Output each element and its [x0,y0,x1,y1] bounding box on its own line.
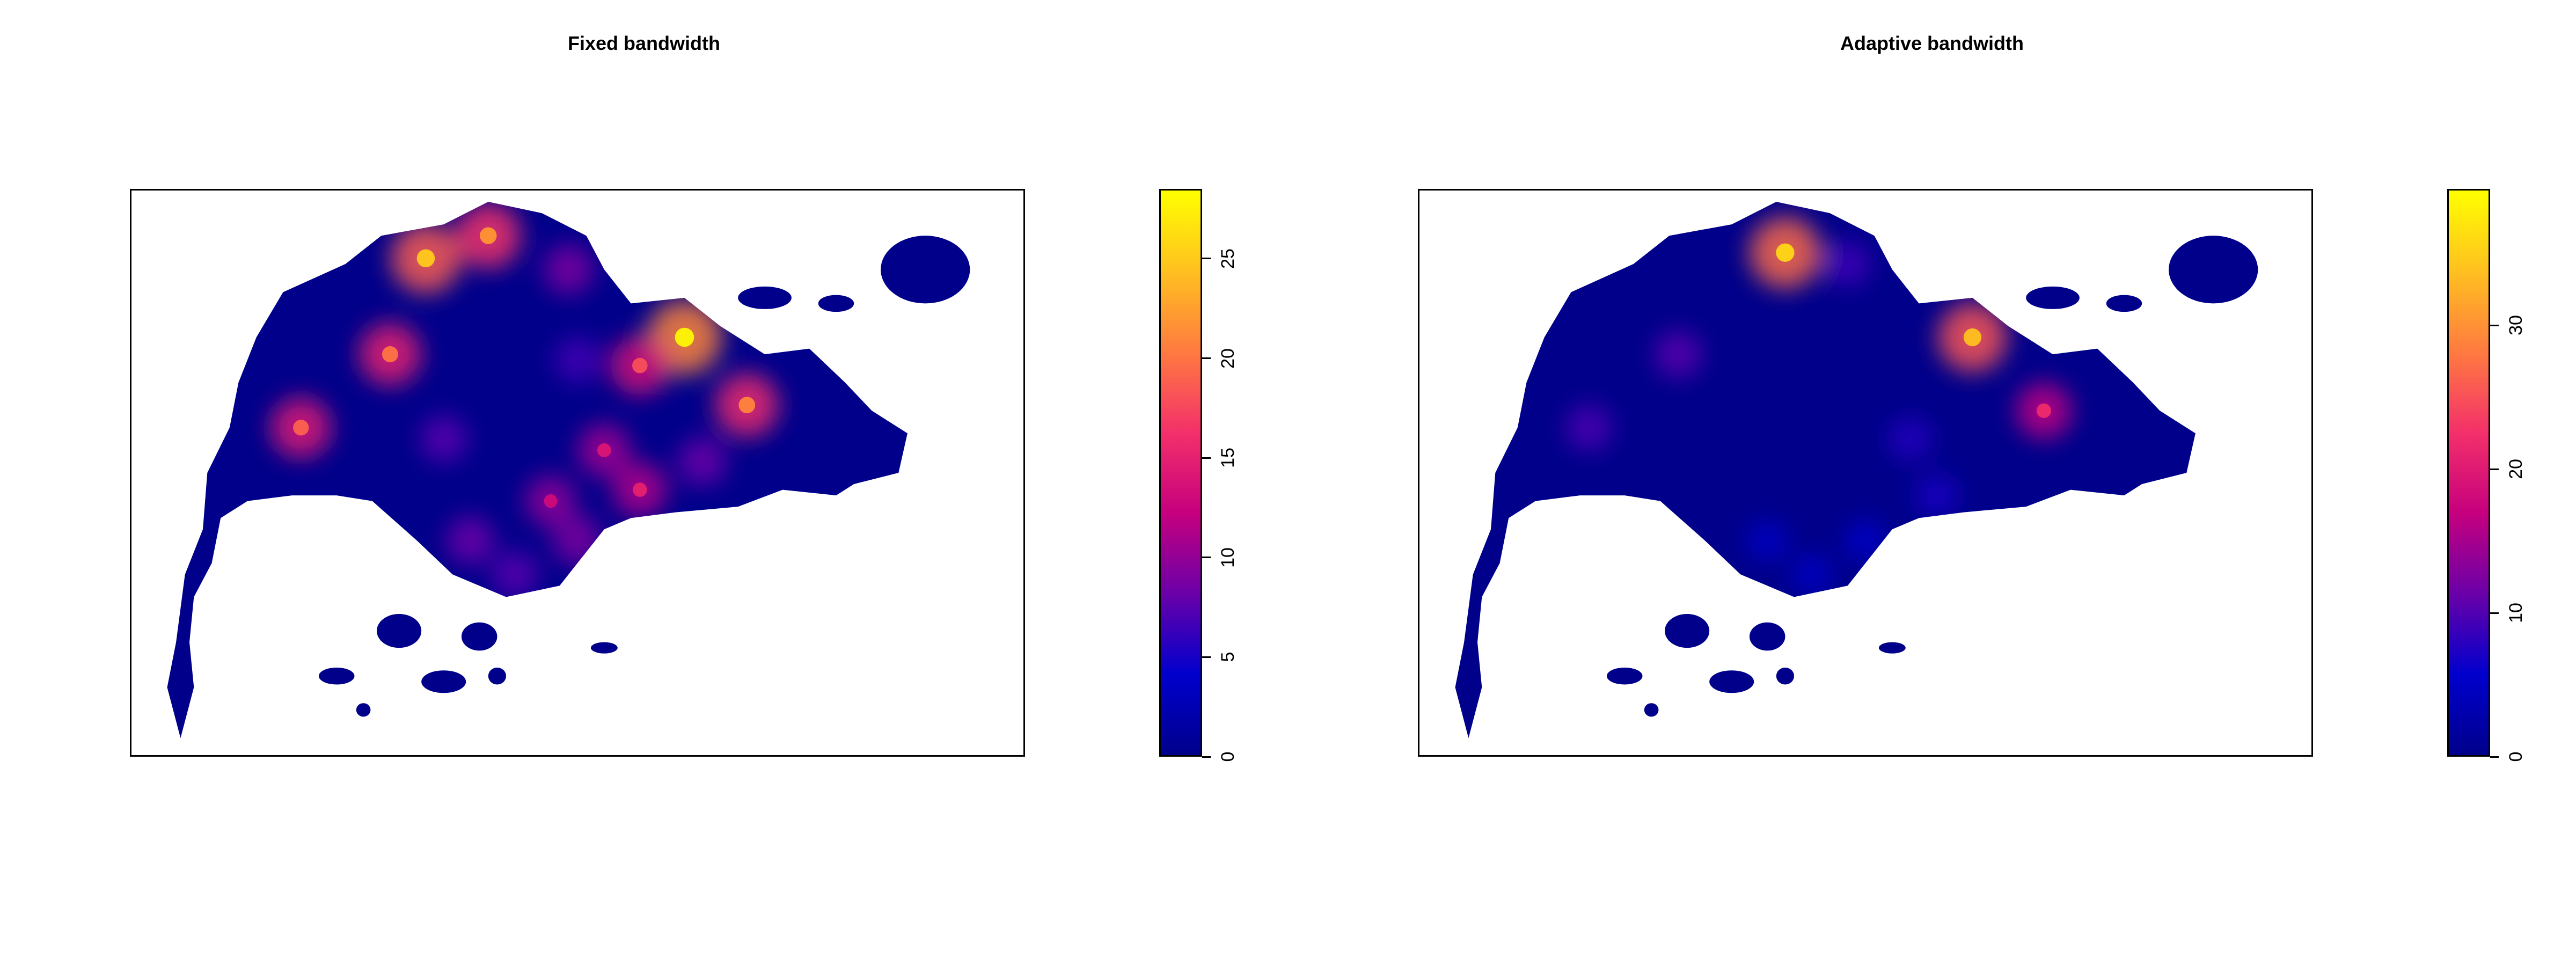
colorbar-ticks: 0 5 10 15 20 25 [1202,189,1267,762]
hotspot-halo [678,437,727,486]
colorbar-gradient [2447,189,2490,757]
land-area [1455,202,2258,738]
hotspot-peak [2036,403,2051,418]
panel-title: Fixed bandwidth [568,32,720,54]
island-shape [1607,667,1643,685]
island-shape [590,642,618,654]
hotspot-halo [491,551,539,598]
hotspot-halo [1565,404,1612,451]
colorbar-tick-label: 0 [1218,751,1238,762]
colorbar-tick [2490,468,2499,470]
hotspot-halo [446,516,495,565]
adaptive-bandwidth-panel: Adaptive bandwidth 0 10 20 30 [1288,0,2576,966]
hotspot-peak [632,357,648,374]
island-shape [1709,670,1754,693]
colorbar-tick [2490,756,2499,758]
hotspot-peak [675,327,694,347]
hotspot-peak [382,346,398,363]
colorbar: 0 5 10 15 20 25 [1159,189,1238,762]
island-shape [319,667,355,685]
colorbar-tick-label: 20 [2506,459,2526,480]
hotspot-peak [1776,243,1795,262]
hotspot-halo [1654,330,1702,378]
hotspot-halo [1845,520,1886,561]
hotspot-peak [544,494,558,508]
island-shape [818,295,854,312]
island-shape [356,703,371,717]
hotspot-peak [1963,328,1982,347]
island-shape [2169,236,2258,304]
island-shape [1878,642,1906,654]
colorbar-tick [1202,656,1211,658]
island-shape [2026,286,2080,309]
hotspot-halo [420,415,467,463]
colorbar-tick-label: 25 [1218,248,1238,269]
hotspot-peak [633,482,647,497]
hotspot-peak [738,397,756,414]
density-map [167,202,970,738]
colorbar-ticks: 0 10 20 30 [2490,189,2555,762]
colorbar-gradient [1159,189,1202,757]
hotspot-halo [1747,521,1788,561]
hotspot-peak [293,420,309,436]
island-shape [1749,622,1785,651]
island-shape [2106,295,2142,312]
density-map [1455,202,2258,738]
colorbar: 0 10 20 30 [2447,189,2526,762]
hotspot-peak [480,227,497,244]
island-shape [738,286,792,309]
hotspot-layer [270,203,779,598]
colorbar-tick [1202,457,1211,459]
island-shape [1776,667,1795,685]
island-shape [881,236,970,304]
colorbar-tick-label: 5 [1218,652,1238,662]
colorbar-tick-label: 20 [1218,348,1238,369]
hotspot-layer [1565,217,2072,595]
mainland-shape [167,202,908,738]
density-map-frame [130,189,1025,757]
panel-title: Adaptive bandwidth [1840,32,2024,54]
hotspot-halo [554,336,601,383]
island-shape [1644,703,1659,717]
island-shape [461,622,497,651]
hotspot-halo [552,515,603,566]
hotspot-halo [1825,241,1870,287]
density-map-frame [1418,189,2313,757]
colorbar-tick [2490,324,2499,326]
hotspot-peak [416,249,435,268]
colorbar-tick-label: 30 [2506,315,2526,336]
colorbar-tick-label: 10 [2506,603,2526,624]
colorbar-tick-label: 15 [1218,448,1238,469]
hotspot-halo [1888,417,1932,461]
colorbar-tick-label: 10 [1218,547,1238,568]
land-area [167,202,970,738]
island-shape [421,670,466,693]
hotspot-halo [1792,554,1832,595]
hotspot-peak [597,443,611,457]
mainland-shape [1455,202,2196,738]
island-shape [1665,614,1710,648]
colorbar-tick [1202,357,1211,360]
colorbar-tick [1202,756,1211,758]
colorbar-tick [1202,557,1211,559]
island-shape [377,614,422,648]
colorbar-tick [2490,612,2499,614]
hotspot-halo [543,244,594,295]
colorbar-tick-label: 0 [2506,751,2526,762]
hotspot-halo [1915,474,1958,517]
island-shape [488,667,507,685]
colorbar-tick [1202,258,1211,260]
fixed-bandwidth-panel: Fixed bandwidth 0 5 10 15 20 25 [130,32,1238,762]
